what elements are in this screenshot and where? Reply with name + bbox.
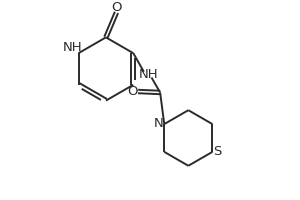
Text: S: S [214, 145, 222, 158]
Text: N: N [154, 117, 164, 130]
Text: O: O [111, 1, 122, 14]
Text: O: O [128, 85, 138, 98]
Text: NH: NH [138, 68, 158, 81]
Text: NH: NH [63, 41, 82, 54]
